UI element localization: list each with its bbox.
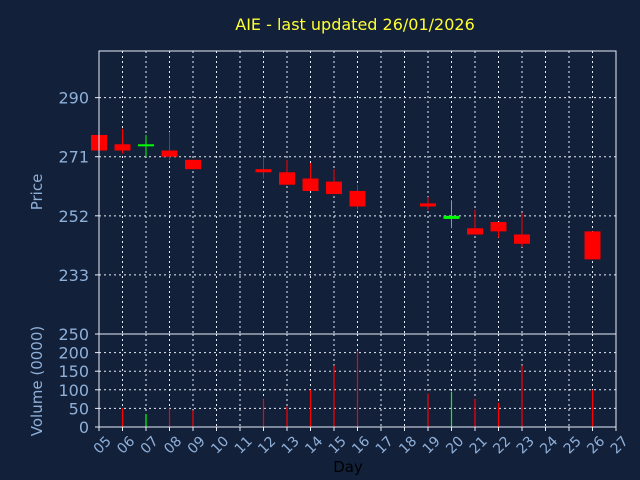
price-tick-label: 271 [58,148,89,167]
x-tick-label: 26 [584,433,608,457]
candle-body [443,215,460,219]
price-tick-label: 233 [58,266,89,285]
x-tick-label: 08 [161,433,185,457]
price-gridlines [99,51,616,334]
candle-body [138,144,154,147]
volume-tick-label: 250 [58,325,89,344]
candle-body [326,181,342,195]
candle-body [584,231,601,260]
x-tick-label: 27 [608,433,632,457]
candle-body [302,178,319,191]
x-tick-label: 20 [443,433,467,457]
price-tick-label: 290 [58,89,89,108]
x-tick-label: 11 [232,433,256,457]
x-tick-label: 17 [373,433,397,457]
x-tick-label: 13 [279,433,303,457]
x-tick-label: 21 [467,433,491,457]
x-tick-label: 24 [537,433,561,457]
x-tick-label: 14 [302,433,326,457]
x-tick-label: 22 [490,433,514,457]
candle-body [161,150,178,157]
x-tick-label: 07 [138,433,162,457]
x-tick-label: 18 [396,433,420,457]
x-tick-label: 16 [349,433,373,457]
price-panel: 233 252 271 290 Price [28,50,617,335]
volume-tick-label: 150 [58,362,89,381]
candle-body [490,222,507,232]
x-tick-label: 23 [514,433,538,457]
x-tick-label: 15 [326,433,350,457]
x-tick-label: 25 [561,433,585,457]
candle-body [255,169,272,173]
x-axis-ticks: 05 06 07 08 09 10 11 12 13 14 15 16 17 18 19 20 21 22 23 24… [91,427,632,457]
candle-body [467,228,483,235]
x-tick-label: 12 [255,433,279,457]
x-tick-label: 09 [185,433,209,457]
chart-title: AIE - last updated 26/01/2026 [235,15,475,34]
x-axis-label: Day [333,458,363,476]
x-tick-label: 05 [91,433,115,457]
price-candles [91,128,601,260]
candle-body [349,190,366,207]
candle-body [279,172,295,185]
x-tick-label: 06 [114,433,138,457]
price-y-ticks: 233 252 271 290 [58,89,99,285]
volume-tick-label: 0 [79,418,89,437]
candle-body [420,203,436,207]
volume-bars [121,350,594,427]
volume-axis-label: Volume (0000) [28,326,46,436]
volume-tick-label: 100 [58,381,89,400]
candle-body [185,159,201,170]
price-axis-label: Price [28,174,46,211]
x-tick-label: 19 [420,433,444,457]
volume-tick-label: 200 [58,344,89,363]
candle-body [514,234,530,244]
candle-body [114,144,131,151]
price-tick-label: 252 [58,207,89,226]
volume-tick-label: 50 [69,399,89,418]
x-tick-label: 10 [208,433,232,457]
